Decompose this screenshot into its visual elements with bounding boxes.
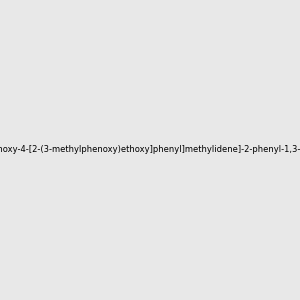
Text: (4Z)-4-[[3-ethoxy-4-[2-(3-methylphenoxy)ethoxy]phenyl]methylidene]-2-phenyl-1,3-: (4Z)-4-[[3-ethoxy-4-[2-(3-methylphenoxy)…	[0, 146, 300, 154]
